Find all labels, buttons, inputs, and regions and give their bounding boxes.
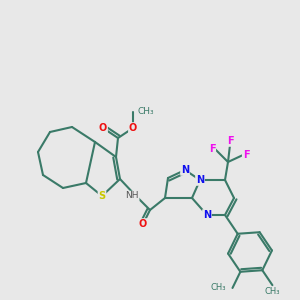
Text: O: O: [99, 123, 107, 133]
Text: S: S: [98, 191, 106, 201]
Text: O: O: [139, 219, 147, 229]
Text: F: F: [227, 136, 233, 146]
Text: CH₃: CH₃: [265, 286, 280, 296]
Text: N: N: [203, 210, 211, 220]
Text: O: O: [129, 123, 137, 133]
Text: F: F: [243, 150, 249, 160]
Text: N: N: [196, 175, 204, 185]
Text: CH₃: CH₃: [211, 284, 226, 292]
Text: F: F: [209, 144, 215, 154]
Text: CH₃: CH₃: [137, 107, 154, 116]
Text: N: N: [181, 165, 189, 175]
Text: NH: NH: [125, 191, 139, 200]
